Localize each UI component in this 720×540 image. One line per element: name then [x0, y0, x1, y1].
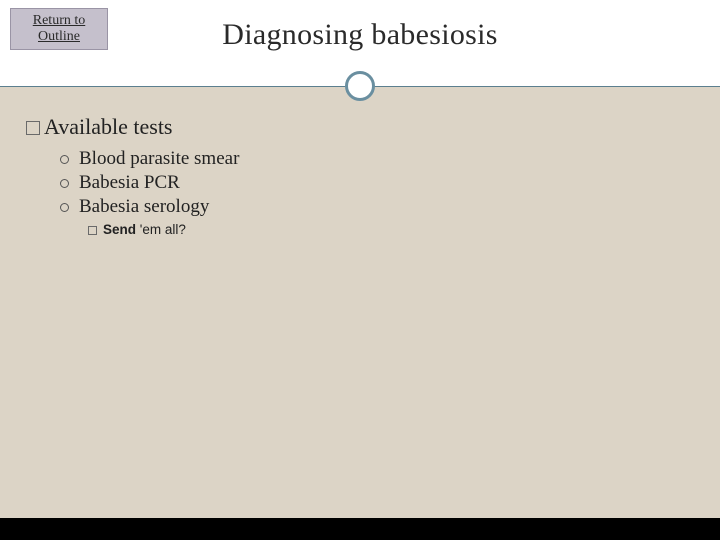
footer-bar: [0, 518, 720, 540]
section-heading: Available tests: [26, 114, 694, 140]
list-item-text: Babesia serology: [79, 196, 209, 218]
circle-bullet-icon: [60, 203, 69, 212]
sub-note-text: Send 'em all?: [103, 222, 186, 239]
sub-note-list: Send 'em all?: [88, 222, 694, 239]
small-square-bullet-icon: [88, 226, 97, 235]
slide-title: Diagnosing babesiosis: [0, 18, 720, 52]
list-item-text: Blood parasite smear: [79, 148, 239, 170]
list-item: Babesia serology: [60, 196, 694, 218]
circle-bullet-icon: [60, 179, 69, 188]
slide: Return toOutline Diagnosing babesiosis A…: [0, 0, 720, 540]
heading-text: Available tests: [44, 114, 173, 140]
content-area: Available tests Blood parasite smear Bab…: [26, 114, 694, 239]
list-item-text: Babesia PCR: [79, 172, 180, 194]
square-bullet-icon: [26, 121, 40, 135]
sub-note-item: Send 'em all?: [88, 222, 694, 239]
list-item: Babesia PCR: [60, 172, 694, 194]
circle-bullet-icon: [60, 155, 69, 164]
item-list: Blood parasite smear Babesia PCR Babesia…: [60, 148, 694, 218]
divider-circle-icon: [345, 71, 375, 101]
list-item: Blood parasite smear: [60, 148, 694, 170]
